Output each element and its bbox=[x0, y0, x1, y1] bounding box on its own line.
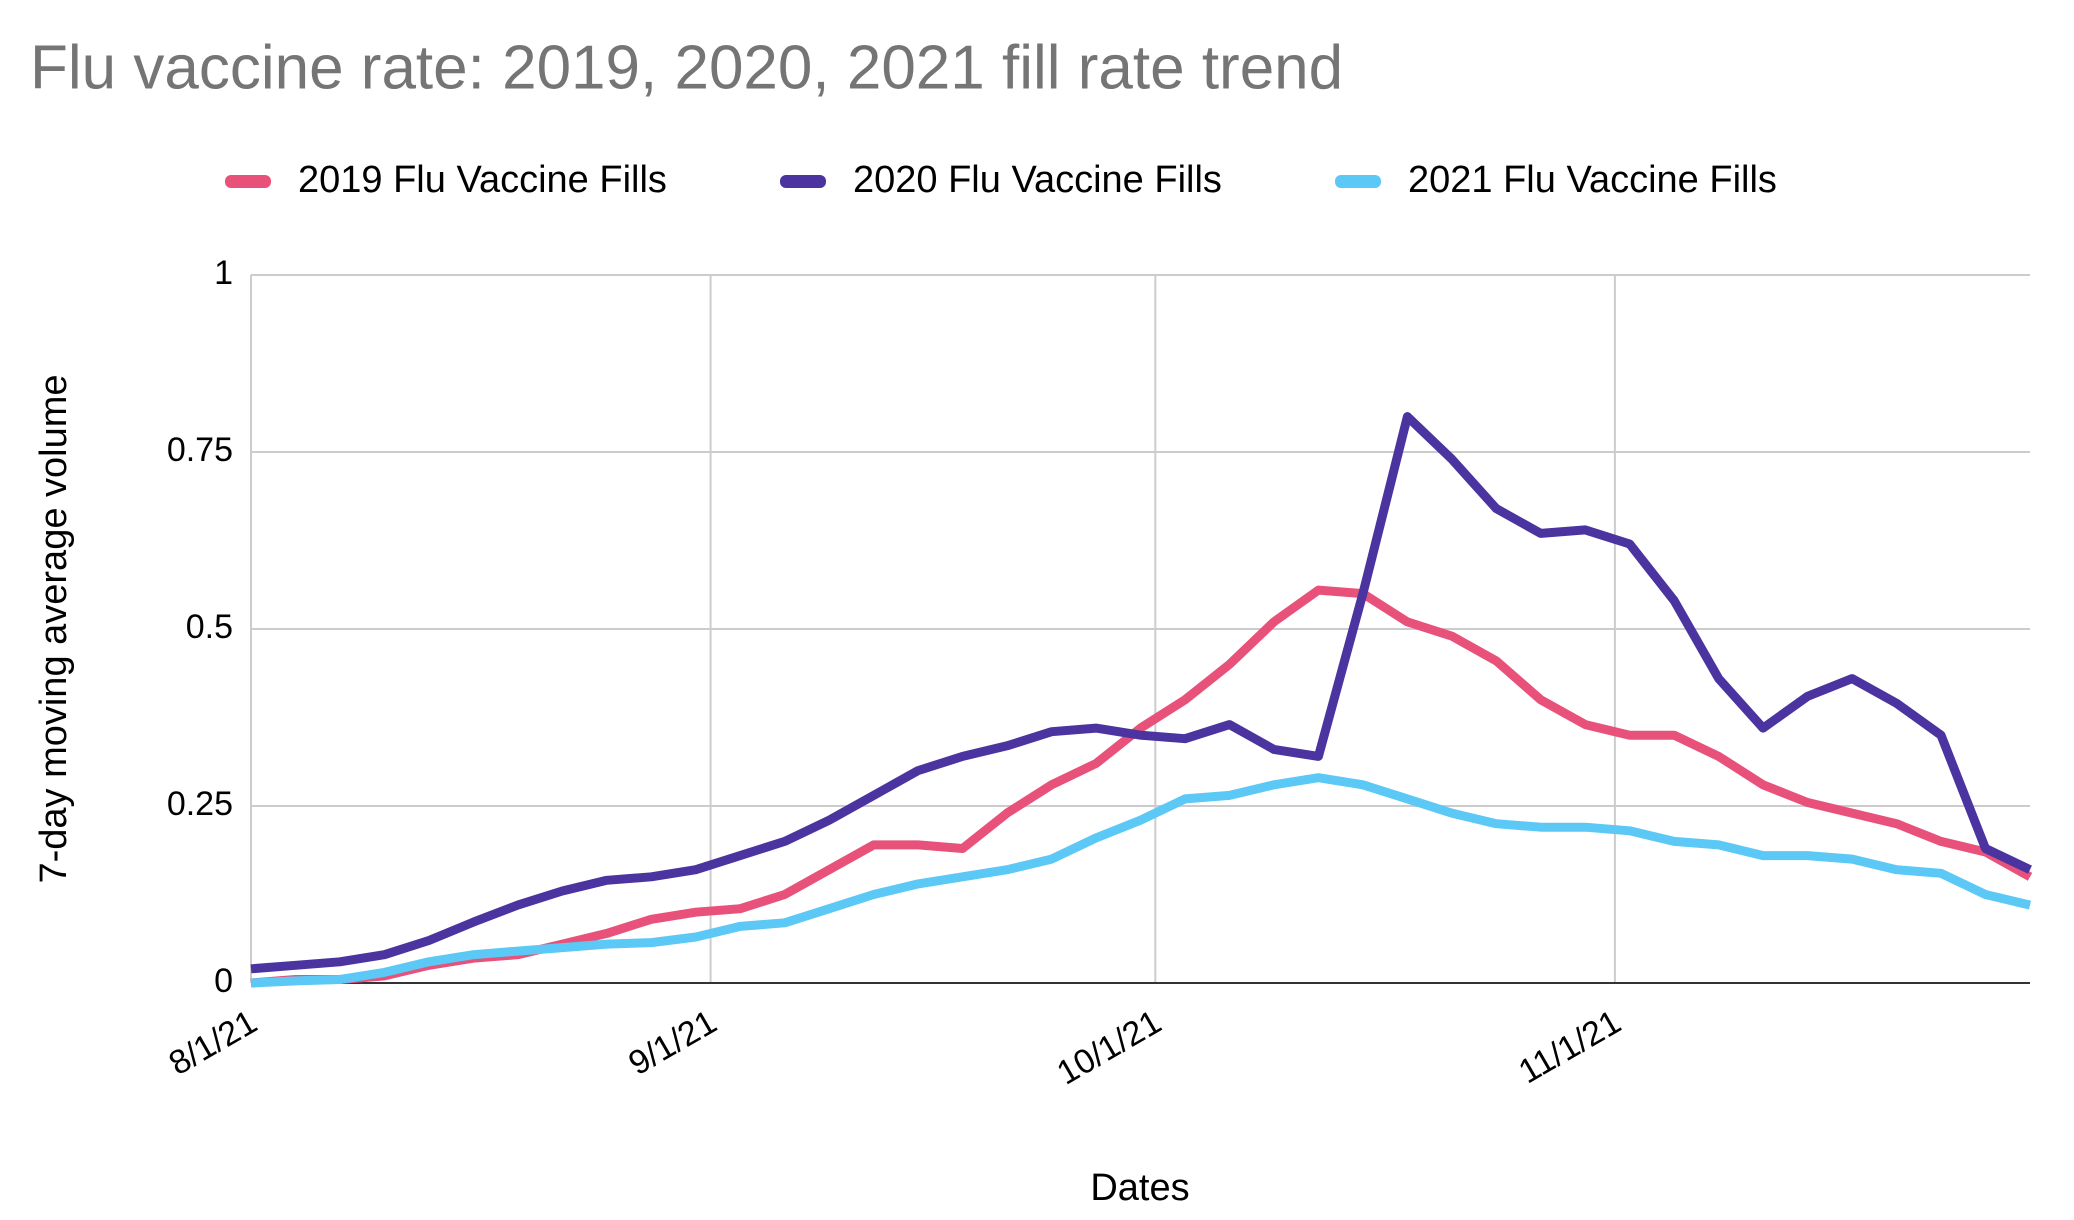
series-line bbox=[250, 585, 2033, 988]
x-axis-title: Dates bbox=[1090, 1167, 1189, 1209]
series-line bbox=[250, 773, 2032, 988]
x-tick-label: 8/1/21 bbox=[163, 1003, 264, 1083]
legend-swatch bbox=[780, 175, 826, 188]
legend-label: 2020 Flu Vaccine Fills bbox=[853, 159, 1222, 201]
series-line bbox=[250, 412, 2032, 974]
x-tick-label: 10/1/21 bbox=[1051, 1003, 1168, 1093]
y-tick-label: 1 bbox=[214, 254, 233, 292]
legend-label: 2021 Flu Vaccine Fills bbox=[1408, 159, 1777, 201]
x-tick-label: 9/1/21 bbox=[622, 1003, 723, 1083]
x-tick-label: 11/1/21 bbox=[1512, 1003, 1627, 1091]
y-tick-label: 0.25 bbox=[167, 785, 233, 823]
legend-label: 2019 Flu Vaccine Fills bbox=[298, 159, 667, 201]
chart-title: Flu vaccine rate: 2019, 2020, 2021 fill … bbox=[30, 33, 1343, 102]
legend-swatch bbox=[225, 175, 271, 188]
y-tick-label: 0.75 bbox=[167, 431, 233, 469]
y-tick-label: 0 bbox=[214, 962, 233, 1000]
y-axis-title: 7-day moving average volume bbox=[33, 374, 75, 883]
legend-swatch bbox=[1335, 175, 1381, 188]
y-tick-label: 0.5 bbox=[186, 608, 233, 646]
